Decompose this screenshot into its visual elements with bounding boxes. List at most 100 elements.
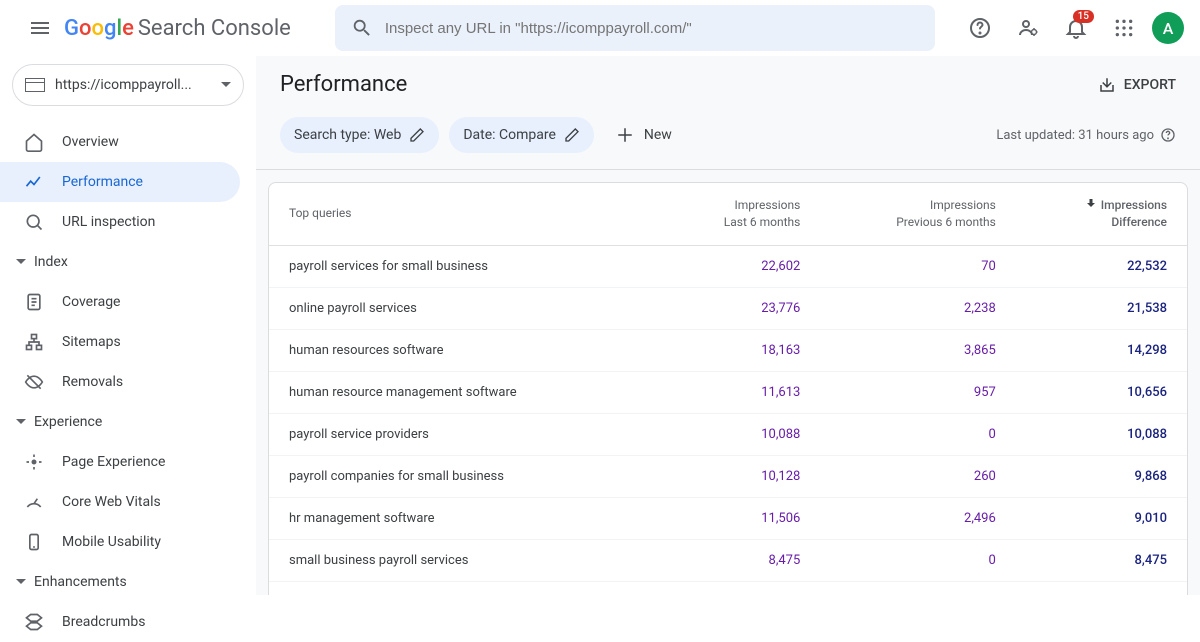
url-inspect-search[interactable]: [335, 5, 935, 51]
add-filter-button[interactable]: New: [604, 117, 684, 153]
cell-query: payroll companies for small business: [269, 455, 657, 497]
sidebar-item-label: Removals: [62, 374, 123, 390]
cell-impr-prev: 70: [820, 245, 1016, 287]
last-updated: Last updated: 31 hours ago: [996, 127, 1176, 143]
table-row[interactable]: payroll companies for small business10,1…: [269, 455, 1187, 497]
google-logo: Google: [64, 16, 134, 41]
cell-query: small business payroll services: [269, 539, 657, 581]
sitemap-icon: [24, 332, 44, 352]
col-impressions-prev[interactable]: ImpressionsPrevious 6 months: [820, 183, 1016, 245]
help-icon: [968, 16, 992, 40]
cell-impr-prev: 260: [820, 455, 1016, 497]
tag-icon: [24, 612, 44, 632]
cell-query: payroll service providers: [269, 413, 657, 455]
queries-table: Top queries ImpressionsLast 6 months Imp…: [269, 183, 1187, 595]
cell-impr-diff: 14,298: [1016, 329, 1187, 371]
sidebar-item-core-web-vitals[interactable]: Core Web Vitals: [0, 482, 240, 522]
cell-impr-prev: 957: [820, 371, 1016, 413]
search-input[interactable]: [385, 20, 919, 37]
cell-impr-last: 22,602: [657, 245, 820, 287]
property-domain: https://icomppayroll...: [55, 77, 221, 93]
property-selector[interactable]: https://icomppayroll...: [12, 64, 244, 106]
section-index[interactable]: Index: [0, 242, 256, 282]
apps-grid-icon: [1114, 18, 1134, 38]
table-row[interactable]: payroll services for small business22,60…: [269, 245, 1187, 287]
table-row[interactable]: online payroll services23,7762,23821,538: [269, 287, 1187, 329]
page-header: Performance EXPORT: [256, 56, 1200, 109]
sidebar-item-performance[interactable]: Performance: [0, 162, 240, 202]
sidebar-item-breadcrumbs[interactable]: Breadcrumbs: [0, 602, 240, 642]
table-row[interactable]: small business payroll services8,47508,4…: [269, 539, 1187, 581]
sidebar-item-label: URL inspection: [62, 214, 155, 230]
cell-query: human resource management software: [269, 371, 657, 413]
chip-date[interactable]: Date: Compare: [449, 117, 594, 153]
sidebar-item-mobile-usability[interactable]: Mobile Usability: [0, 522, 240, 562]
help-button[interactable]: [960, 8, 1000, 48]
inspect-icon: [24, 212, 44, 232]
eye-off-icon: [24, 372, 44, 392]
cell-impr-diff: 9,010: [1016, 497, 1187, 539]
sidebar-item-label: Page Experience: [62, 454, 165, 470]
sidebar-item-label: Sitemaps: [62, 334, 121, 350]
sidebar-item-url-inspection[interactable]: URL inspection: [0, 202, 240, 242]
arrow-down-icon: [1085, 197, 1097, 214]
sidebar-item-removals[interactable]: Removals: [0, 362, 240, 402]
table-row[interactable]: human resource management software11,613…: [269, 371, 1187, 413]
col-impressions-last[interactable]: ImpressionsLast 6 months: [657, 183, 820, 245]
chevron-down-icon: [16, 419, 26, 425]
cell-query: online payroll services: [269, 287, 657, 329]
edit-icon: [564, 127, 580, 143]
header-actions: 15 A: [960, 8, 1184, 48]
cell-impr-last: 11,506: [657, 497, 820, 539]
section-experience[interactable]: Experience: [0, 402, 256, 442]
plus-icon: [616, 126, 634, 144]
cell-impr-diff: 9,868: [1016, 455, 1187, 497]
edit-icon: [409, 127, 425, 143]
help-icon[interactable]: [1160, 127, 1176, 143]
table-row[interactable]: human resources software18,1633,86514,29…: [269, 329, 1187, 371]
cell-impr-prev: 2,496: [820, 497, 1016, 539]
sidebar-item-sitemaps[interactable]: Sitemaps: [0, 322, 240, 362]
sidebar-item-page-experience[interactable]: Page Experience: [0, 442, 240, 482]
cell-query: online payroll services for small busine…: [269, 581, 657, 595]
smartphone-icon: [24, 532, 44, 552]
cell-impr-last: 10,128: [657, 455, 820, 497]
sidebar-item-label: Mobile Usability: [62, 534, 161, 550]
speedometer-icon: [24, 492, 44, 512]
chip-label: Date: Compare: [463, 127, 556, 143]
cell-impr-diff: 21,538: [1016, 287, 1187, 329]
cell-impr-prev: 0: [820, 413, 1016, 455]
cell-query: human resources software: [269, 329, 657, 371]
cell-query: hr management software: [269, 497, 657, 539]
page-title: Performance: [280, 72, 407, 97]
user-settings-icon: [1016, 16, 1040, 40]
document-icon: [24, 292, 44, 312]
users-settings-button[interactable]: [1008, 8, 1048, 48]
export-button[interactable]: EXPORT: [1098, 76, 1176, 94]
chip-label: Search type: Web: [294, 127, 401, 143]
product-logo[interactable]: Google Search Console: [64, 16, 291, 41]
cell-impr-last: 23,776: [657, 287, 820, 329]
product-name: Search Console: [138, 16, 291, 41]
section-enhancements[interactable]: Enhancements: [0, 562, 256, 602]
chevron-down-icon: [16, 579, 26, 585]
updated-label: Last updated: 31 hours ago: [996, 128, 1154, 143]
notifications-button[interactable]: 15: [1056, 8, 1096, 48]
sidebar-item-coverage[interactable]: Coverage: [0, 282, 240, 322]
chip-search-type[interactable]: Search type: Web: [280, 117, 439, 153]
cell-impr-last: 8,475: [657, 539, 820, 581]
col-impressions-diff[interactable]: ImpressionsDifference: [1016, 183, 1187, 245]
cell-impr-last: 18,163: [657, 329, 820, 371]
property-icon: [25, 78, 45, 92]
account-avatar[interactable]: A: [1152, 12, 1184, 44]
col-query[interactable]: Top queries: [269, 183, 657, 245]
table-row[interactable]: online payroll services for small busine…: [269, 581, 1187, 595]
section-label: Index: [34, 254, 68, 270]
section-label: Experience: [34, 414, 102, 430]
table-row[interactable]: payroll service providers10,088010,088: [269, 413, 1187, 455]
apps-button[interactable]: [1104, 8, 1144, 48]
sidebar-item-overview[interactable]: Overview: [0, 122, 240, 162]
sidebar: https://icomppayroll... Overview Perform…: [0, 56, 256, 595]
menu-button[interactable]: [16, 4, 64, 52]
table-row[interactable]: hr management software11,5062,4969,010: [269, 497, 1187, 539]
